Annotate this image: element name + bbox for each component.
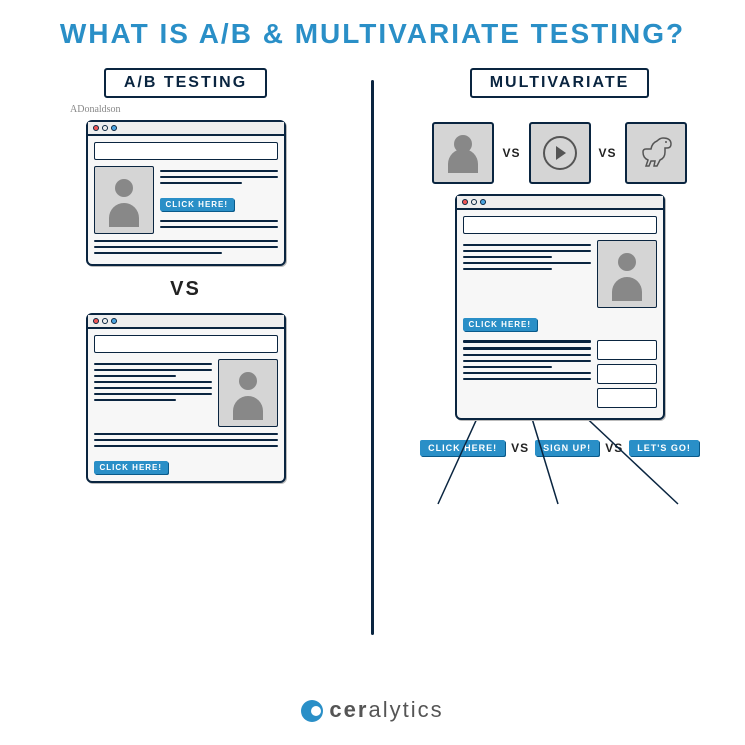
mv-browser: CLICK HERE! [455,194,665,420]
brand-name-rest: alytics [368,697,443,722]
vs-small: VS [511,441,529,455]
multivariate-column: MULTIVARIATE VS VS [374,60,745,655]
brand-logo-icon [301,700,323,722]
cta-variant-3: LET'S GO! [629,440,699,456]
ab-browser-variant-a: CLICK HERE! [86,120,286,266]
avatar-icon [94,166,154,234]
mv-image-slot [597,240,657,308]
brand-name-bold: cer [329,697,368,722]
page-title: WHAT IS A/B & MULTIVARIATE TESTING? [0,0,745,50]
vs-small: VS [502,146,520,160]
variant-avatar-icon [432,122,494,184]
avatar-icon [218,359,278,427]
variant-video-icon [529,122,591,184]
artist-signature: ADonaldson [70,104,121,115]
browser-titlebar [457,196,663,210]
vs-small: VS [599,146,617,160]
cta-button-a: CLICK HERE! [160,198,235,211]
browser-titlebar [88,122,284,136]
cta-button-b: CLICK HERE! [94,461,169,474]
vs-small: VS [605,441,623,455]
cta-variant-row: CLICK HERE! VS SIGN UP! VS LET'S GO! [394,440,725,456]
comparison-columns: A/B TESTING ADonaldson CLICK HERE! [0,60,745,655]
ab-browser-variant-b: CLICK HERE! [86,313,286,483]
browser-titlebar [88,315,284,329]
ab-label: A/B TESTING [104,68,267,98]
cta-variant-1: CLICK HERE! [420,440,505,456]
vs-label: VS [20,278,351,301]
mv-cta-slot: CLICK HERE! [463,318,538,331]
brand-footer: ceralytics [0,697,745,723]
image-variant-row: VS VS [394,122,725,184]
ab-column: A/B TESTING ADonaldson CLICK HERE! [0,60,371,655]
mv-label: MULTIVARIATE [470,68,650,98]
variant-dinosaur-icon [625,122,687,184]
cta-variant-2: SIGN UP! [535,440,599,456]
